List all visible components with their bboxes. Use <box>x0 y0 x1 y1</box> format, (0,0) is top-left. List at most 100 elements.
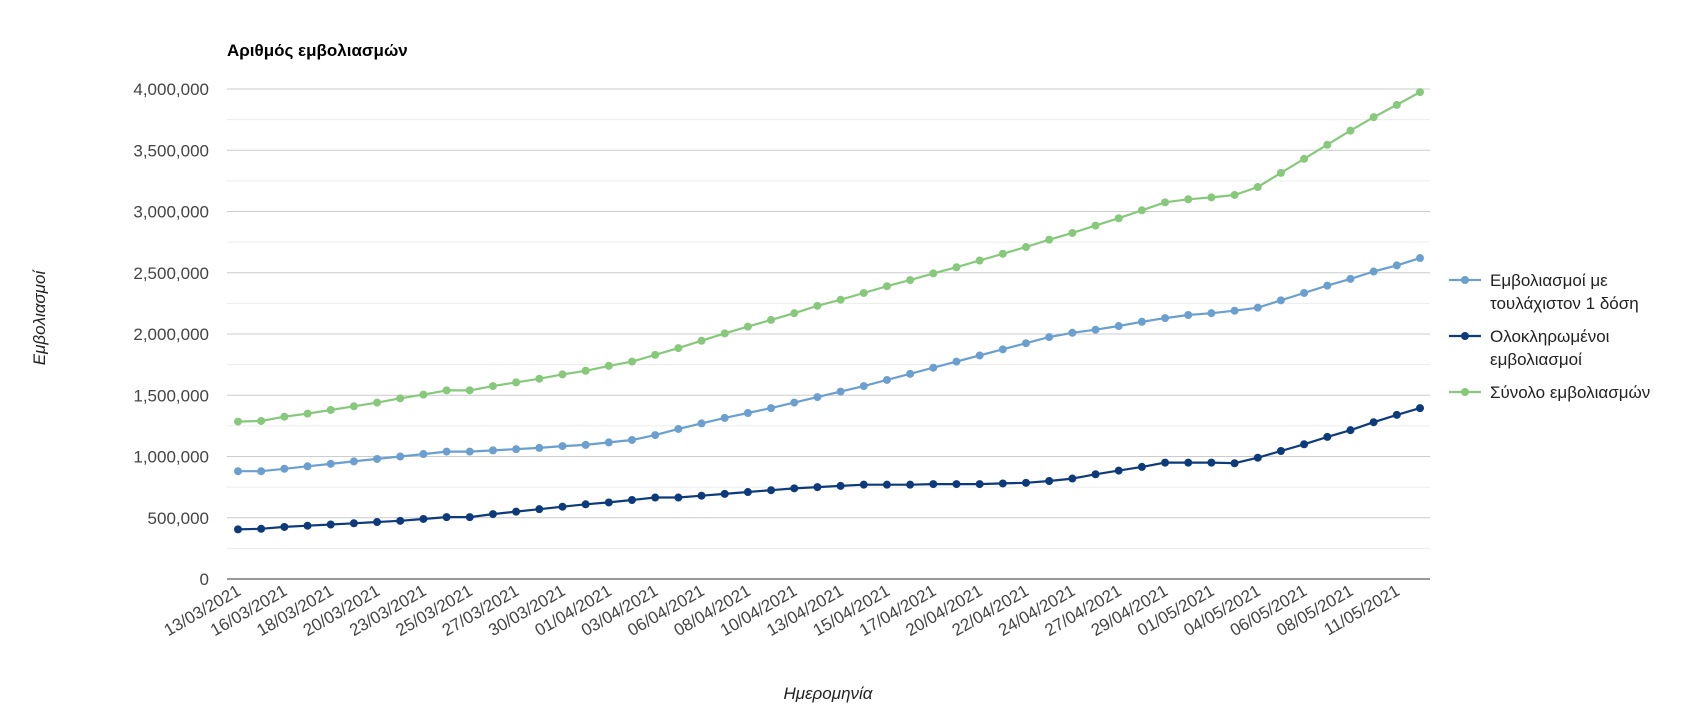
data-point[interactable] <box>1161 314 1170 323</box>
data-point[interactable] <box>1276 296 1285 305</box>
data-point[interactable] <box>1300 440 1309 449</box>
data-point[interactable] <box>604 361 613 370</box>
data-point[interactable] <box>1022 339 1030 348</box>
data-point[interactable] <box>1161 198 1170 207</box>
data-point[interactable] <box>651 431 660 440</box>
data-point[interactable] <box>442 386 451 395</box>
data-point[interactable] <box>1091 221 1100 230</box>
data-point[interactable] <box>998 479 1007 488</box>
data-point[interactable] <box>280 412 289 421</box>
legend-item[interactable]: Σύνολο εμβολιασμών <box>1449 383 1650 402</box>
data-point[interactable] <box>1369 418 1378 427</box>
data-point[interactable] <box>1184 311 1193 320</box>
data-point[interactable] <box>1230 459 1239 468</box>
data-point[interactable] <box>419 450 428 459</box>
data-point[interactable] <box>1091 325 1100 334</box>
data-point[interactable] <box>1346 126 1355 135</box>
data-point[interactable] <box>859 288 868 297</box>
data-point[interactable] <box>1068 228 1077 237</box>
data-point[interactable] <box>929 363 938 372</box>
data-point[interactable] <box>303 462 312 471</box>
data-point[interactable] <box>1114 214 1123 223</box>
data-point[interactable] <box>1022 478 1030 487</box>
data-point[interactable] <box>1276 446 1285 455</box>
data-point[interactable] <box>1230 190 1239 199</box>
data-point[interactable] <box>952 480 961 489</box>
data-point[interactable] <box>349 519 358 528</box>
data-point[interactable] <box>349 402 358 411</box>
legend-item[interactable]: Ολοκληρωμένοι εμβολιασμοί <box>1449 327 1610 369</box>
data-point[interactable] <box>1253 183 1262 191</box>
data-point[interactable] <box>581 440 590 449</box>
data-point[interactable] <box>465 513 474 522</box>
data-point[interactable] <box>651 350 660 359</box>
data-point[interactable] <box>929 480 938 489</box>
data-point[interactable] <box>790 309 799 318</box>
data-point[interactable] <box>1253 453 1262 462</box>
data-point[interactable] <box>1369 267 1378 276</box>
data-point[interactable] <box>558 442 567 451</box>
data-point[interactable] <box>929 269 938 278</box>
data-point[interactable] <box>882 375 891 384</box>
data-point[interactable] <box>813 301 822 310</box>
data-point[interactable] <box>1276 168 1285 177</box>
data-point[interactable] <box>1392 410 1401 419</box>
data-point[interactable] <box>349 457 358 466</box>
data-point[interactable] <box>512 445 521 454</box>
data-point[interactable] <box>836 295 845 304</box>
data-point[interactable] <box>257 416 266 425</box>
data-point[interactable] <box>975 480 984 489</box>
data-point[interactable] <box>257 467 266 476</box>
data-point[interactable] <box>836 387 845 396</box>
data-point[interactable] <box>1253 303 1262 312</box>
data-point[interactable] <box>488 382 497 391</box>
data-point[interactable] <box>813 483 822 492</box>
data-point[interactable] <box>1230 306 1239 315</box>
series-line[interactable] <box>238 257 1421 473</box>
data-point[interactable] <box>373 398 382 407</box>
data-point[interactable] <box>1137 317 1146 326</box>
data-point[interactable] <box>628 435 636 444</box>
data-point[interactable] <box>1114 466 1123 475</box>
data-point[interactable] <box>813 393 822 402</box>
data-point[interactable] <box>952 263 961 272</box>
data-point[interactable] <box>512 378 521 387</box>
data-point[interactable] <box>442 447 451 456</box>
data-point[interactable] <box>1137 206 1146 215</box>
data-point[interactable] <box>1323 140 1332 149</box>
data-point[interactable] <box>280 464 289 473</box>
data-point[interactable] <box>604 438 613 447</box>
data-point[interactable] <box>1045 333 1054 342</box>
data-point[interactable] <box>767 486 776 495</box>
data-point[interactable] <box>836 481 845 490</box>
data-point[interactable] <box>373 454 382 463</box>
data-point[interactable] <box>488 510 497 519</box>
data-point[interactable] <box>535 443 544 452</box>
data-point[interactable] <box>1369 113 1378 122</box>
legend-item[interactable]: Εμβολιασμοί με τουλάχιστον 1 δόση <box>1449 271 1639 313</box>
data-point[interactable] <box>419 514 428 523</box>
data-point[interactable] <box>1207 193 1216 202</box>
data-point[interactable] <box>1300 154 1309 163</box>
data-point[interactable] <box>743 322 752 331</box>
data-point[interactable] <box>326 405 335 414</box>
data-point[interactable] <box>1161 458 1170 467</box>
data-point[interactable] <box>604 498 613 507</box>
data-point[interactable] <box>442 513 451 522</box>
data-point[interactable] <box>906 369 915 378</box>
data-point[interactable] <box>257 524 266 533</box>
data-point[interactable] <box>303 409 312 418</box>
data-point[interactable] <box>651 493 660 502</box>
data-point[interactable] <box>674 424 683 433</box>
data-point[interactable] <box>628 495 636 504</box>
data-point[interactable] <box>1346 274 1355 283</box>
data-point[interactable] <box>1416 404 1424 413</box>
data-point[interactable] <box>697 491 706 500</box>
data-point[interactable] <box>419 390 428 399</box>
data-point[interactable] <box>303 521 312 530</box>
data-point[interactable] <box>488 446 497 455</box>
data-point[interactable] <box>1323 281 1332 290</box>
data-point[interactable] <box>1137 462 1146 471</box>
data-point[interactable] <box>396 452 405 461</box>
series-line[interactable] <box>237 91 1421 423</box>
